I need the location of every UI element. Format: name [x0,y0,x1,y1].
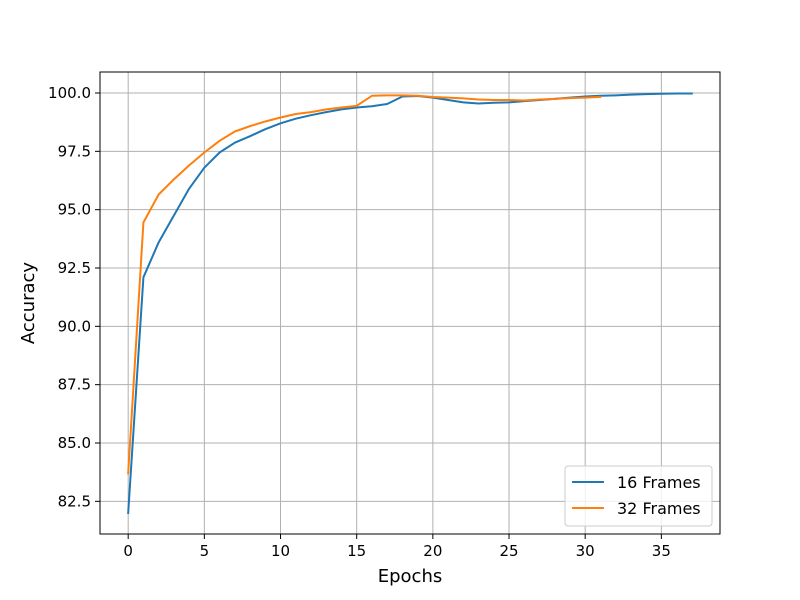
y-tick-label: 95.0 [58,201,91,219]
grid [100,72,720,534]
x-tick-label: 25 [499,542,518,560]
plot-frame [99,71,721,535]
axis-ticks: 0 5 10 15 20 25 30 35 82.5 85.0 87.5 90.0 92.5 95.0 97… [48,84,671,560]
y-tick-label: 85.0 [58,434,91,452]
y-axis-label: Accuracy [18,262,39,345]
x-axis-label: Epochs [378,566,443,587]
series-lines [127,92,693,515]
y-tick-label: 97.5 [58,142,91,160]
x-tick-label: 15 [347,542,366,560]
y-tick-label: 87.5 [58,376,91,394]
legend-label: 32 Frames [617,499,701,518]
x-tick-label: 35 [652,542,671,560]
y-tick-label: 92.5 [58,259,91,277]
x-tick-label: 30 [576,542,595,560]
series-line-2 [127,94,602,475]
legend-label: 16 Frames [617,473,701,492]
y-tick-label: 100.0 [48,84,91,102]
y-tick-label: 82.5 [58,492,91,510]
x-tick-label: 20 [423,542,442,560]
legend: 16 Frames 32 Frames [564,465,713,527]
x-tick-label: 5 [200,542,210,560]
y-tick-label: 90.0 [58,317,91,335]
x-tick-label: 10 [271,542,290,560]
x-tick-label: 0 [123,542,133,560]
series-line-1 [127,92,693,515]
